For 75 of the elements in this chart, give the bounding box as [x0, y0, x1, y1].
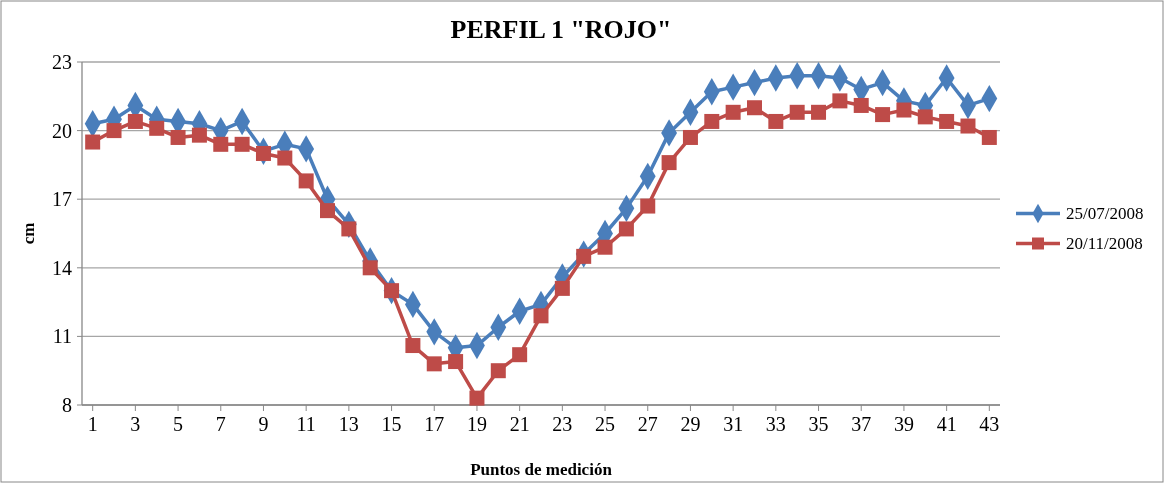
- x-tick-label: 1: [87, 413, 98, 435]
- x-tick-label: 7: [215, 413, 226, 435]
- point: [213, 136, 229, 152]
- x-tick-label: 13: [338, 413, 359, 435]
- point: [960, 118, 976, 134]
- point: [896, 102, 912, 118]
- point: [725, 104, 741, 120]
- x-tick-label: 33: [765, 413, 786, 435]
- point: [939, 113, 955, 129]
- x-tick-label: 37: [851, 413, 872, 435]
- point: [618, 221, 634, 237]
- y-tick-label: 8: [62, 394, 72, 416]
- point: [106, 123, 122, 139]
- x-tick-label: 31: [723, 413, 744, 435]
- x-axis-title: Puntos de medición: [470, 460, 613, 479]
- x-tick-label: 11: [296, 413, 316, 435]
- point: [191, 127, 207, 143]
- point: [853, 97, 869, 113]
- y-tick-label: 14: [52, 256, 72, 279]
- point: [682, 129, 698, 145]
- point: [362, 260, 378, 276]
- x-tick-label: 5: [173, 413, 184, 435]
- x-tick-label: 43: [979, 413, 1000, 435]
- point: [704, 113, 720, 129]
- point: [746, 100, 762, 116]
- y-tick-label: 11: [52, 325, 72, 348]
- x-tick-label: 17: [424, 413, 445, 435]
- legend-label: 25/07/2008: [1066, 204, 1144, 224]
- point: [320, 203, 336, 219]
- x-tick-label: 41: [936, 413, 957, 435]
- point: [811, 104, 827, 120]
- point: [789, 104, 805, 120]
- legend-label: 20/11/2008: [1066, 234, 1143, 254]
- y-tick-label: 20: [52, 119, 72, 142]
- x-tick-label: 27: [637, 413, 658, 435]
- chart-title: PERFIL 1 "ROJO": [450, 15, 672, 44]
- x-tick-label: 19: [466, 413, 487, 435]
- point: [981, 129, 997, 145]
- point: [127, 113, 143, 129]
- point: [875, 107, 891, 123]
- point: [533, 308, 549, 324]
- point: [640, 198, 656, 214]
- x-tick-label: 21: [509, 413, 530, 435]
- y-axis-title: cm: [19, 222, 38, 245]
- point: [661, 155, 677, 171]
- point: [234, 136, 250, 152]
- point: [448, 354, 464, 370]
- point: [768, 113, 784, 129]
- point: [341, 221, 357, 237]
- x-tick-label: 35: [808, 413, 829, 435]
- point: [277, 150, 293, 166]
- x-tick-label: 9: [258, 413, 269, 435]
- x-tick-label: 15: [381, 413, 402, 435]
- point: [490, 363, 506, 379]
- x-tick-label: 39: [893, 413, 914, 435]
- point: [426, 356, 442, 372]
- point: [576, 248, 592, 264]
- point: [512, 347, 528, 363]
- x-tick-label: 25: [595, 413, 616, 435]
- point: [554, 280, 570, 296]
- point: [298, 173, 314, 189]
- x-tick-label: 3: [130, 413, 141, 435]
- point: [597, 239, 613, 255]
- y-tick-label: 23: [52, 51, 72, 73]
- point: [469, 390, 485, 406]
- point: [149, 120, 165, 136]
- point: [917, 109, 933, 125]
- point: [85, 134, 101, 150]
- point: [405, 338, 421, 354]
- point: [255, 145, 271, 161]
- x-tick-label: 23: [552, 413, 573, 435]
- y-tick-label: 17: [52, 188, 72, 211]
- x-tick-label: 29: [680, 413, 701, 435]
- point: [170, 129, 186, 145]
- point: [832, 93, 848, 109]
